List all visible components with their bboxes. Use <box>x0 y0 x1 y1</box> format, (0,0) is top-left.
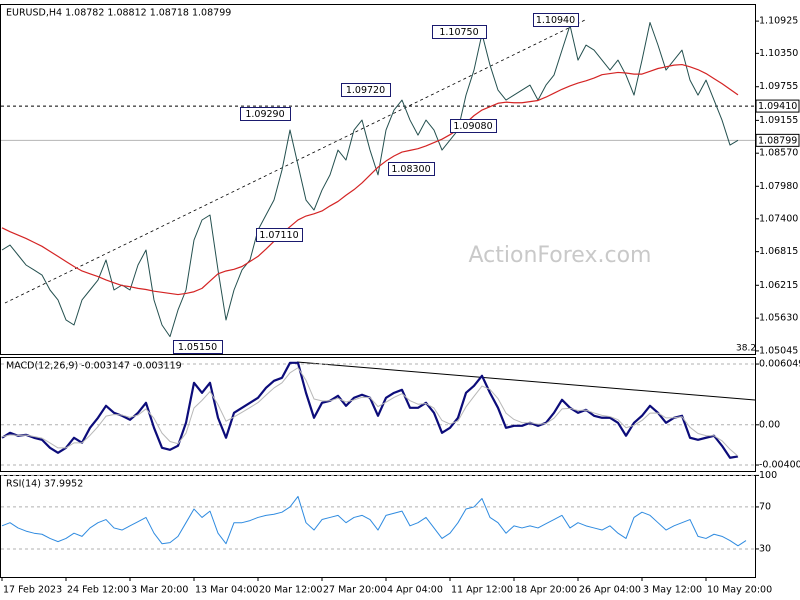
price-label-box <box>388 162 435 176</box>
level-label: 1.08799 <box>758 135 797 146</box>
y-tick-label: 1.05045 <box>759 345 798 356</box>
x-tick-label: 4 Apr 04:00 <box>387 585 443 596</box>
price-label: 1.07110 <box>259 230 298 241</box>
price-label-box <box>432 25 487 39</box>
x-tick-label: 20 Mar 12:00 <box>259 585 322 596</box>
y-tick-label: 0.00 <box>759 419 780 430</box>
y-tick-label: 1.07980 <box>759 181 798 192</box>
y-tick-label: 1.08570 <box>759 148 798 159</box>
level-label: 1.09410 <box>758 101 797 112</box>
y-tick-label: 1.10925 <box>759 16 798 27</box>
y-tick-label: -0.004005 <box>759 460 800 471</box>
price-label: 1.10940 <box>536 15 575 26</box>
panel-frame <box>0 475 756 578</box>
y-tick-label: 70 <box>759 501 771 512</box>
price-label: 1.09290 <box>245 109 284 120</box>
x-tick-label: 3 May 12:00 <box>643 585 702 596</box>
price-label-box <box>450 119 497 133</box>
price-label: 1.05150 <box>178 342 217 353</box>
x-tick-label: 26 Apr 04:00 <box>579 585 641 596</box>
y-tick-label: 1.07400 <box>759 213 798 224</box>
panel-title: MACD(12,26,9) -0.003147 -0.003119 <box>6 361 182 372</box>
y-tick-label: 100 <box>759 470 777 481</box>
x-tick-label: 27 Mar 20:00 <box>323 585 386 596</box>
y-tick-label: 1.05630 <box>759 313 798 324</box>
level-label-box <box>755 133 800 147</box>
price-label: 1.10750 <box>439 27 478 38</box>
fib-label: 38.2 <box>736 344 756 354</box>
x-tick-label: 10 May 20:00 <box>707 585 772 596</box>
x-tick-label: 13 Mar 04:00 <box>195 585 258 596</box>
y-tick-label: 1.10350 <box>759 48 798 59</box>
price-label-box <box>341 83 391 97</box>
series-line <box>1 22 739 338</box>
y-tick-label: 1.06815 <box>759 246 798 257</box>
x-tick-label: 3 Mar 20:00 <box>131 585 188 596</box>
macd-trend-line <box>296 361 756 401</box>
x-tick-label: 11 Apr 12:00 <box>451 585 513 596</box>
x-tick-label: 17 Feb 2023 <box>3 585 62 596</box>
x-tick-label: 18 Apr 20:00 <box>515 585 577 596</box>
panel-title: RSI(14) 37.9952 <box>6 479 83 490</box>
price-label-box <box>240 107 291 121</box>
y-tick-label: 0.006049 <box>759 359 800 370</box>
series-line <box>1 63 739 296</box>
level-label-box <box>755 99 800 113</box>
y-tick-label: 1.09755 <box>759 81 798 92</box>
price-label-box <box>173 340 223 354</box>
series-line <box>1 495 747 547</box>
price-label-box <box>533 13 579 27</box>
watermark: ActionForex.com <box>469 243 652 268</box>
y-tick-label: 30 <box>759 543 771 554</box>
y-tick-label: 1.06215 <box>759 280 798 291</box>
price-label: 1.08300 <box>391 164 430 175</box>
series-line <box>1 367 739 457</box>
panel-frame <box>0 4 756 355</box>
panel-title: EURUSD,H4 1.08782 1.08812 1.08718 1.0879… <box>6 8 231 19</box>
price-label: 1.09720 <box>346 85 385 96</box>
price-label: 1.09080 <box>453 121 492 132</box>
panel-frame <box>0 357 756 472</box>
price-label-box <box>256 228 303 242</box>
y-tick-label: 1.09155 <box>759 115 798 126</box>
x-tick-label: 24 Feb 12:00 <box>67 585 129 596</box>
